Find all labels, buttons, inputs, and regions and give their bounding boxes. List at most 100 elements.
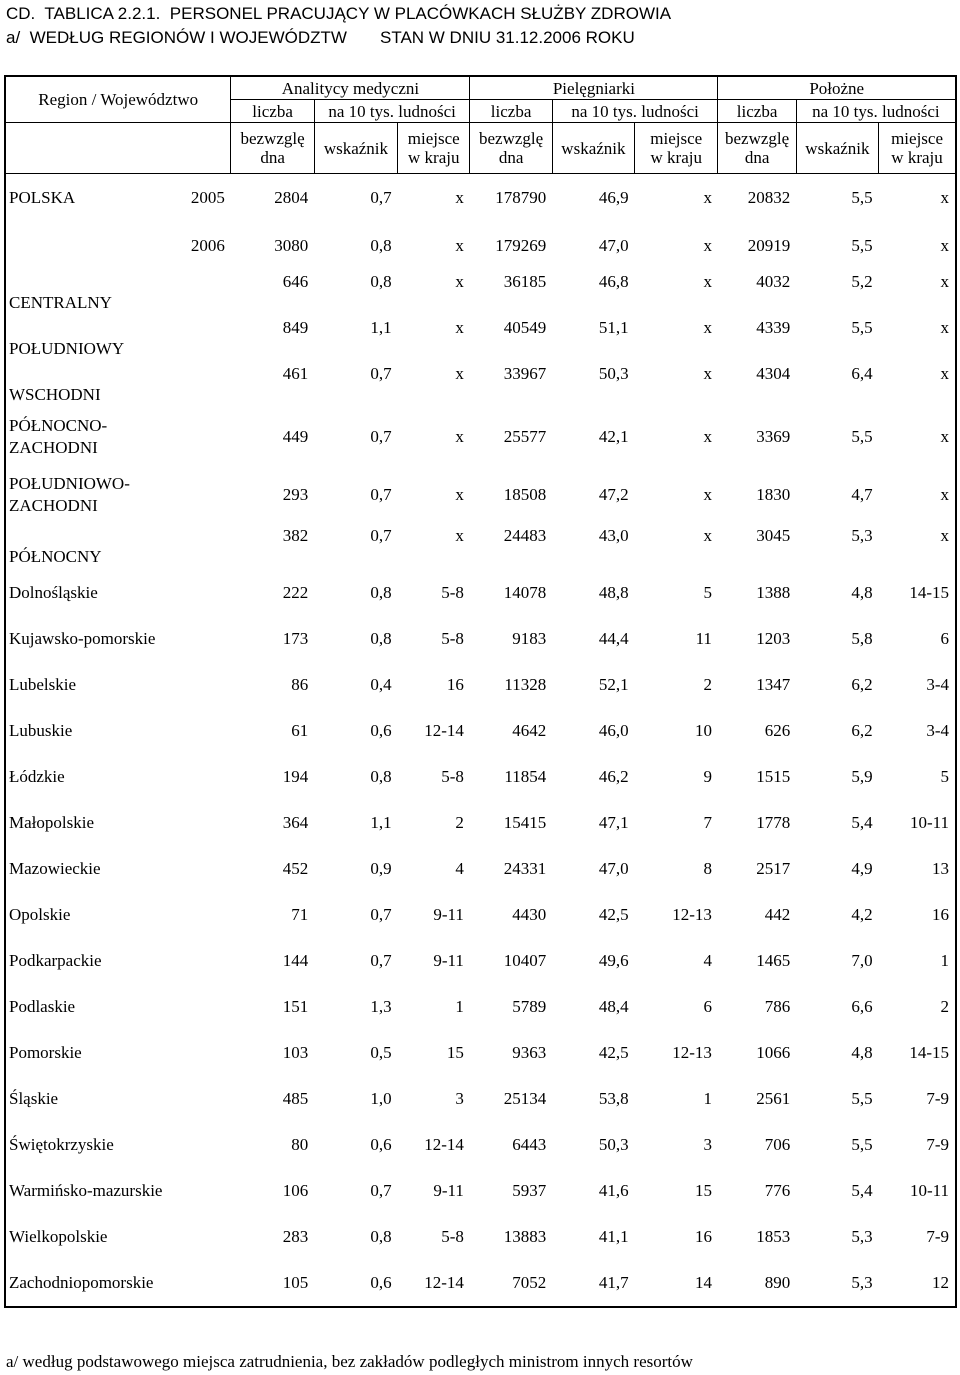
row-name: Opolskie	[9, 904, 71, 924]
table-cell: x	[703, 317, 712, 337]
table-cell: 6	[703, 996, 712, 1016]
per10k-header: na 10 tys. ludności	[551, 99, 719, 123]
table-cell: 2	[703, 674, 712, 694]
table-cell: 5,5	[851, 1134, 873, 1154]
personnel-table: Region / Województwo Analitycy medyczni …	[4, 75, 957, 1308]
table-cell: 2561	[756, 1088, 791, 1108]
table-cell: 0,6	[370, 1272, 392, 1292]
row-name: POLSKA	[9, 187, 76, 207]
table-cell: 12-14	[424, 1134, 464, 1154]
table-cell: 144	[282, 950, 309, 970]
table-cell: 1,0	[370, 1088, 392, 1108]
table-cell: 10	[694, 720, 712, 740]
table-row: Podkarpackie 144 0,7 9-11 10407 49,6 4 1465 7,0 1	[5, 938, 956, 984]
table-cell: 3-4	[926, 720, 949, 740]
table-cell: 0,8	[370, 628, 392, 648]
table-cell: 12-14	[424, 1272, 464, 1292]
row-year	[177, 466, 231, 524]
table-cell: 9-11	[433, 950, 464, 970]
table-row: Zachodniopomorskie 105 0,6 12-14 7052 41,7 14 8…	[5, 1260, 956, 1307]
group-header-polozne: Położne	[717, 75, 957, 100]
row-year	[177, 800, 231, 846]
table-cell: 15	[446, 1042, 464, 1062]
table-cell: 0,4	[370, 674, 392, 694]
table-cell: x	[455, 317, 464, 337]
table-cell: 1,1	[370, 317, 392, 337]
table-cell: 2517	[756, 858, 791, 878]
row-year	[177, 708, 231, 754]
table-cell: 103	[282, 1042, 309, 1062]
table-cell: 461	[282, 363, 309, 383]
table-cell: 5789	[512, 996, 547, 1016]
table-row: Opolskie 71 0,7 9-11 4430 42,5 12-13 442 4,2 16	[5, 892, 956, 938]
table-cell: x	[703, 235, 712, 255]
table-cell: 1388	[756, 582, 791, 602]
table-cell: 0,8	[370, 271, 392, 291]
row-name	[5, 222, 177, 270]
row-year	[177, 316, 231, 362]
row-name: Pomorskie	[9, 1042, 82, 1062]
table-cell: 0,7	[370, 525, 392, 545]
table-cell: x	[455, 484, 464, 504]
table-cell: 9	[703, 766, 712, 786]
row-year	[177, 1076, 231, 1122]
table-cell: 15	[694, 1180, 712, 1200]
table-cell: 71	[291, 904, 309, 924]
table-cell: 283	[282, 1226, 309, 1246]
table-row: CENTRALNY 646 0,8 x 36185 46,8 x 4032 5,2 x	[5, 270, 956, 316]
table-row: Mazowieckie 452 0,9 4 24331 47,0 8 2517 4,9 13	[5, 846, 956, 892]
table-cell: 41,7	[598, 1272, 629, 1292]
table-cell: 24483	[503, 525, 547, 545]
table-cell: 0,7	[370, 1180, 392, 1200]
table-cell: 0,7	[370, 426, 392, 446]
table-cell: 9-11	[433, 904, 464, 924]
table-cell: 51,1	[598, 317, 629, 337]
table-cell: 5	[703, 582, 712, 602]
table-row: PÓŁNOCNY 382 0,7 x 24483 43,0 x 3045 5,3 x	[5, 524, 956, 570]
row-name: Lubelskie	[9, 674, 77, 694]
table-cell: 1	[455, 996, 464, 1016]
table-cell: 47,0	[598, 235, 629, 255]
liczba-header: liczba	[469, 99, 553, 123]
table-cell: 6443	[512, 1134, 547, 1154]
table-cell: 1,3	[370, 996, 392, 1016]
table-cell: 5,5	[851, 426, 873, 446]
table-cell: 5	[940, 766, 950, 786]
table-cell: 5-8	[441, 628, 464, 648]
table-row: Podlaskie 151 1,3 1 5789 48,4 6 786 6,6 2	[5, 984, 956, 1030]
table-cell: 178790	[495, 187, 547, 207]
wskaznik-header: wskaźnik	[313, 122, 399, 174]
table-row: Warmińsko-mazurskie 106 0,7 9-11 5937 41,6 15 7…	[5, 1168, 956, 1214]
table-cell: 776	[764, 1180, 791, 1200]
table-cell: 105	[282, 1272, 309, 1292]
table-cell: 5-8	[441, 582, 464, 602]
table-cell: 786	[764, 996, 791, 1016]
table-cell: 14078	[503, 582, 547, 602]
table-cell: 47,0	[598, 858, 629, 878]
table-cell: 3	[455, 1088, 464, 1108]
table-cell: 16	[446, 674, 464, 694]
row-name: Wielkopolskie	[9, 1226, 108, 1246]
table-cell: 1830	[756, 484, 791, 504]
table-cell: 6,2	[851, 674, 873, 694]
table-cell: 12-14	[424, 720, 464, 740]
table-cell: 10407	[503, 950, 547, 970]
table-cell: 36185	[503, 271, 547, 291]
table-row: Łódzkie 194 0,8 5-8 11854 46,2 9 1515 5,9 5	[5, 754, 956, 800]
table-cell: 4,7	[851, 484, 873, 504]
table-row: Lubelskie 86 0,4 16 11328 52,1 2 1347 6,2 3-4	[5, 662, 956, 708]
table-cell: 3	[703, 1134, 712, 1154]
table-cell: 151	[282, 996, 309, 1016]
row-name: Dolnośląskie	[9, 582, 98, 602]
table-cell: 9-11	[433, 1180, 464, 1200]
table-cell: 4430	[512, 904, 547, 924]
row-name: Warmińsko-mazurskie	[9, 1180, 163, 1200]
group-header-pielegniarki: Pielęgniarki	[469, 75, 719, 100]
table-cell: 25577	[503, 426, 547, 446]
table-cell: 0,6	[370, 1134, 392, 1154]
row-year	[177, 754, 231, 800]
table-cell: 4	[703, 950, 712, 970]
table-cell: 1	[940, 950, 950, 970]
table-cell: 2	[940, 996, 950, 1016]
liczba-header: liczba	[717, 99, 797, 123]
